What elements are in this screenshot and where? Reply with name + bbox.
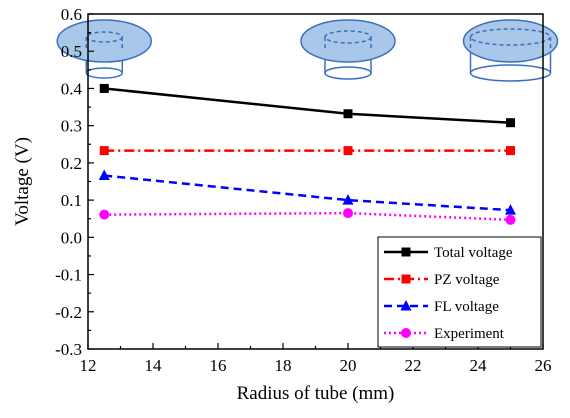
y-tick-label: -0.3 bbox=[55, 340, 82, 359]
series-line bbox=[104, 211, 511, 222]
series-layer bbox=[98, 83, 516, 225]
y-tick-label: -0.2 bbox=[55, 303, 82, 322]
data-point bbox=[99, 83, 109, 93]
data-point bbox=[343, 146, 353, 156]
tube-insets bbox=[56, 19, 559, 82]
data-point bbox=[98, 169, 110, 181]
x-tick-label: 12 bbox=[80, 356, 97, 375]
legend-marker bbox=[401, 274, 411, 284]
legend-marker bbox=[400, 300, 412, 311]
tube-medium-radius-icon bbox=[300, 19, 396, 80]
data-point bbox=[343, 208, 353, 219]
legend-item: Experiment bbox=[384, 326, 505, 342]
tube-small-radius-icon bbox=[56, 19, 152, 79]
x-tick-label: 22 bbox=[405, 356, 422, 375]
data-point bbox=[505, 214, 516, 225]
y-tick-label: -0.1 bbox=[55, 266, 82, 285]
legend-label: Total voltage bbox=[434, 245, 513, 261]
y-axis-label: Voltage (V) bbox=[12, 137, 33, 226]
legend-label: FL voltage bbox=[434, 299, 499, 315]
legend-label: Experiment bbox=[434, 326, 505, 342]
series-3 bbox=[99, 208, 516, 225]
x-tick-label: 14 bbox=[145, 356, 163, 375]
x-tick-label: 24 bbox=[470, 356, 488, 375]
y-tick-label: 0.3 bbox=[61, 117, 82, 136]
data-point bbox=[99, 209, 110, 220]
series-1 bbox=[99, 146, 515, 156]
legend-marker bbox=[401, 247, 411, 257]
x-axis-label: Radius of tube (mm) bbox=[237, 383, 395, 404]
tick-labels: 12 14 16 18 20 22 24 26 -0.3 -0.2 -0.1 0.0 0.1 0.2 0.3… bbox=[55, 5, 551, 375]
data-point bbox=[343, 109, 353, 119]
y-tick-label: 0.5 bbox=[61, 42, 82, 61]
legend: Total voltage PZ voltage FL voltage Experim… bbox=[377, 236, 542, 348]
tube-large-radius-icon bbox=[462, 19, 559, 82]
y-tick-label: 0.6 bbox=[61, 5, 82, 24]
series-0 bbox=[99, 83, 515, 128]
legend-item: Total voltage bbox=[384, 245, 513, 261]
legend-marker bbox=[401, 328, 411, 338]
y-tick-label: 0.2 bbox=[61, 154, 82, 173]
x-tick-label: 18 bbox=[275, 356, 292, 375]
series-2 bbox=[98, 169, 516, 215]
axis-ticks bbox=[87, 13, 544, 350]
y-tick-label: 0.4 bbox=[61, 79, 83, 98]
y-tick-label: 0.1 bbox=[61, 191, 82, 210]
data-point bbox=[505, 204, 516, 215]
data-point bbox=[99, 146, 109, 156]
legend-item: PZ voltage bbox=[384, 272, 500, 288]
data-point bbox=[506, 146, 515, 156]
series-line bbox=[104, 174, 511, 212]
x-tick-label: 26 bbox=[535, 356, 552, 375]
y-tick-label: 0.0 bbox=[61, 228, 82, 247]
data-point bbox=[342, 194, 354, 205]
x-tick-label: 16 bbox=[210, 356, 227, 375]
legend-label: PZ voltage bbox=[434, 272, 500, 288]
x-tick-label: 20 bbox=[340, 356, 357, 375]
legend-item: FL voltage bbox=[384, 299, 499, 315]
data-point bbox=[506, 118, 515, 128]
series-line bbox=[104, 87, 511, 124]
